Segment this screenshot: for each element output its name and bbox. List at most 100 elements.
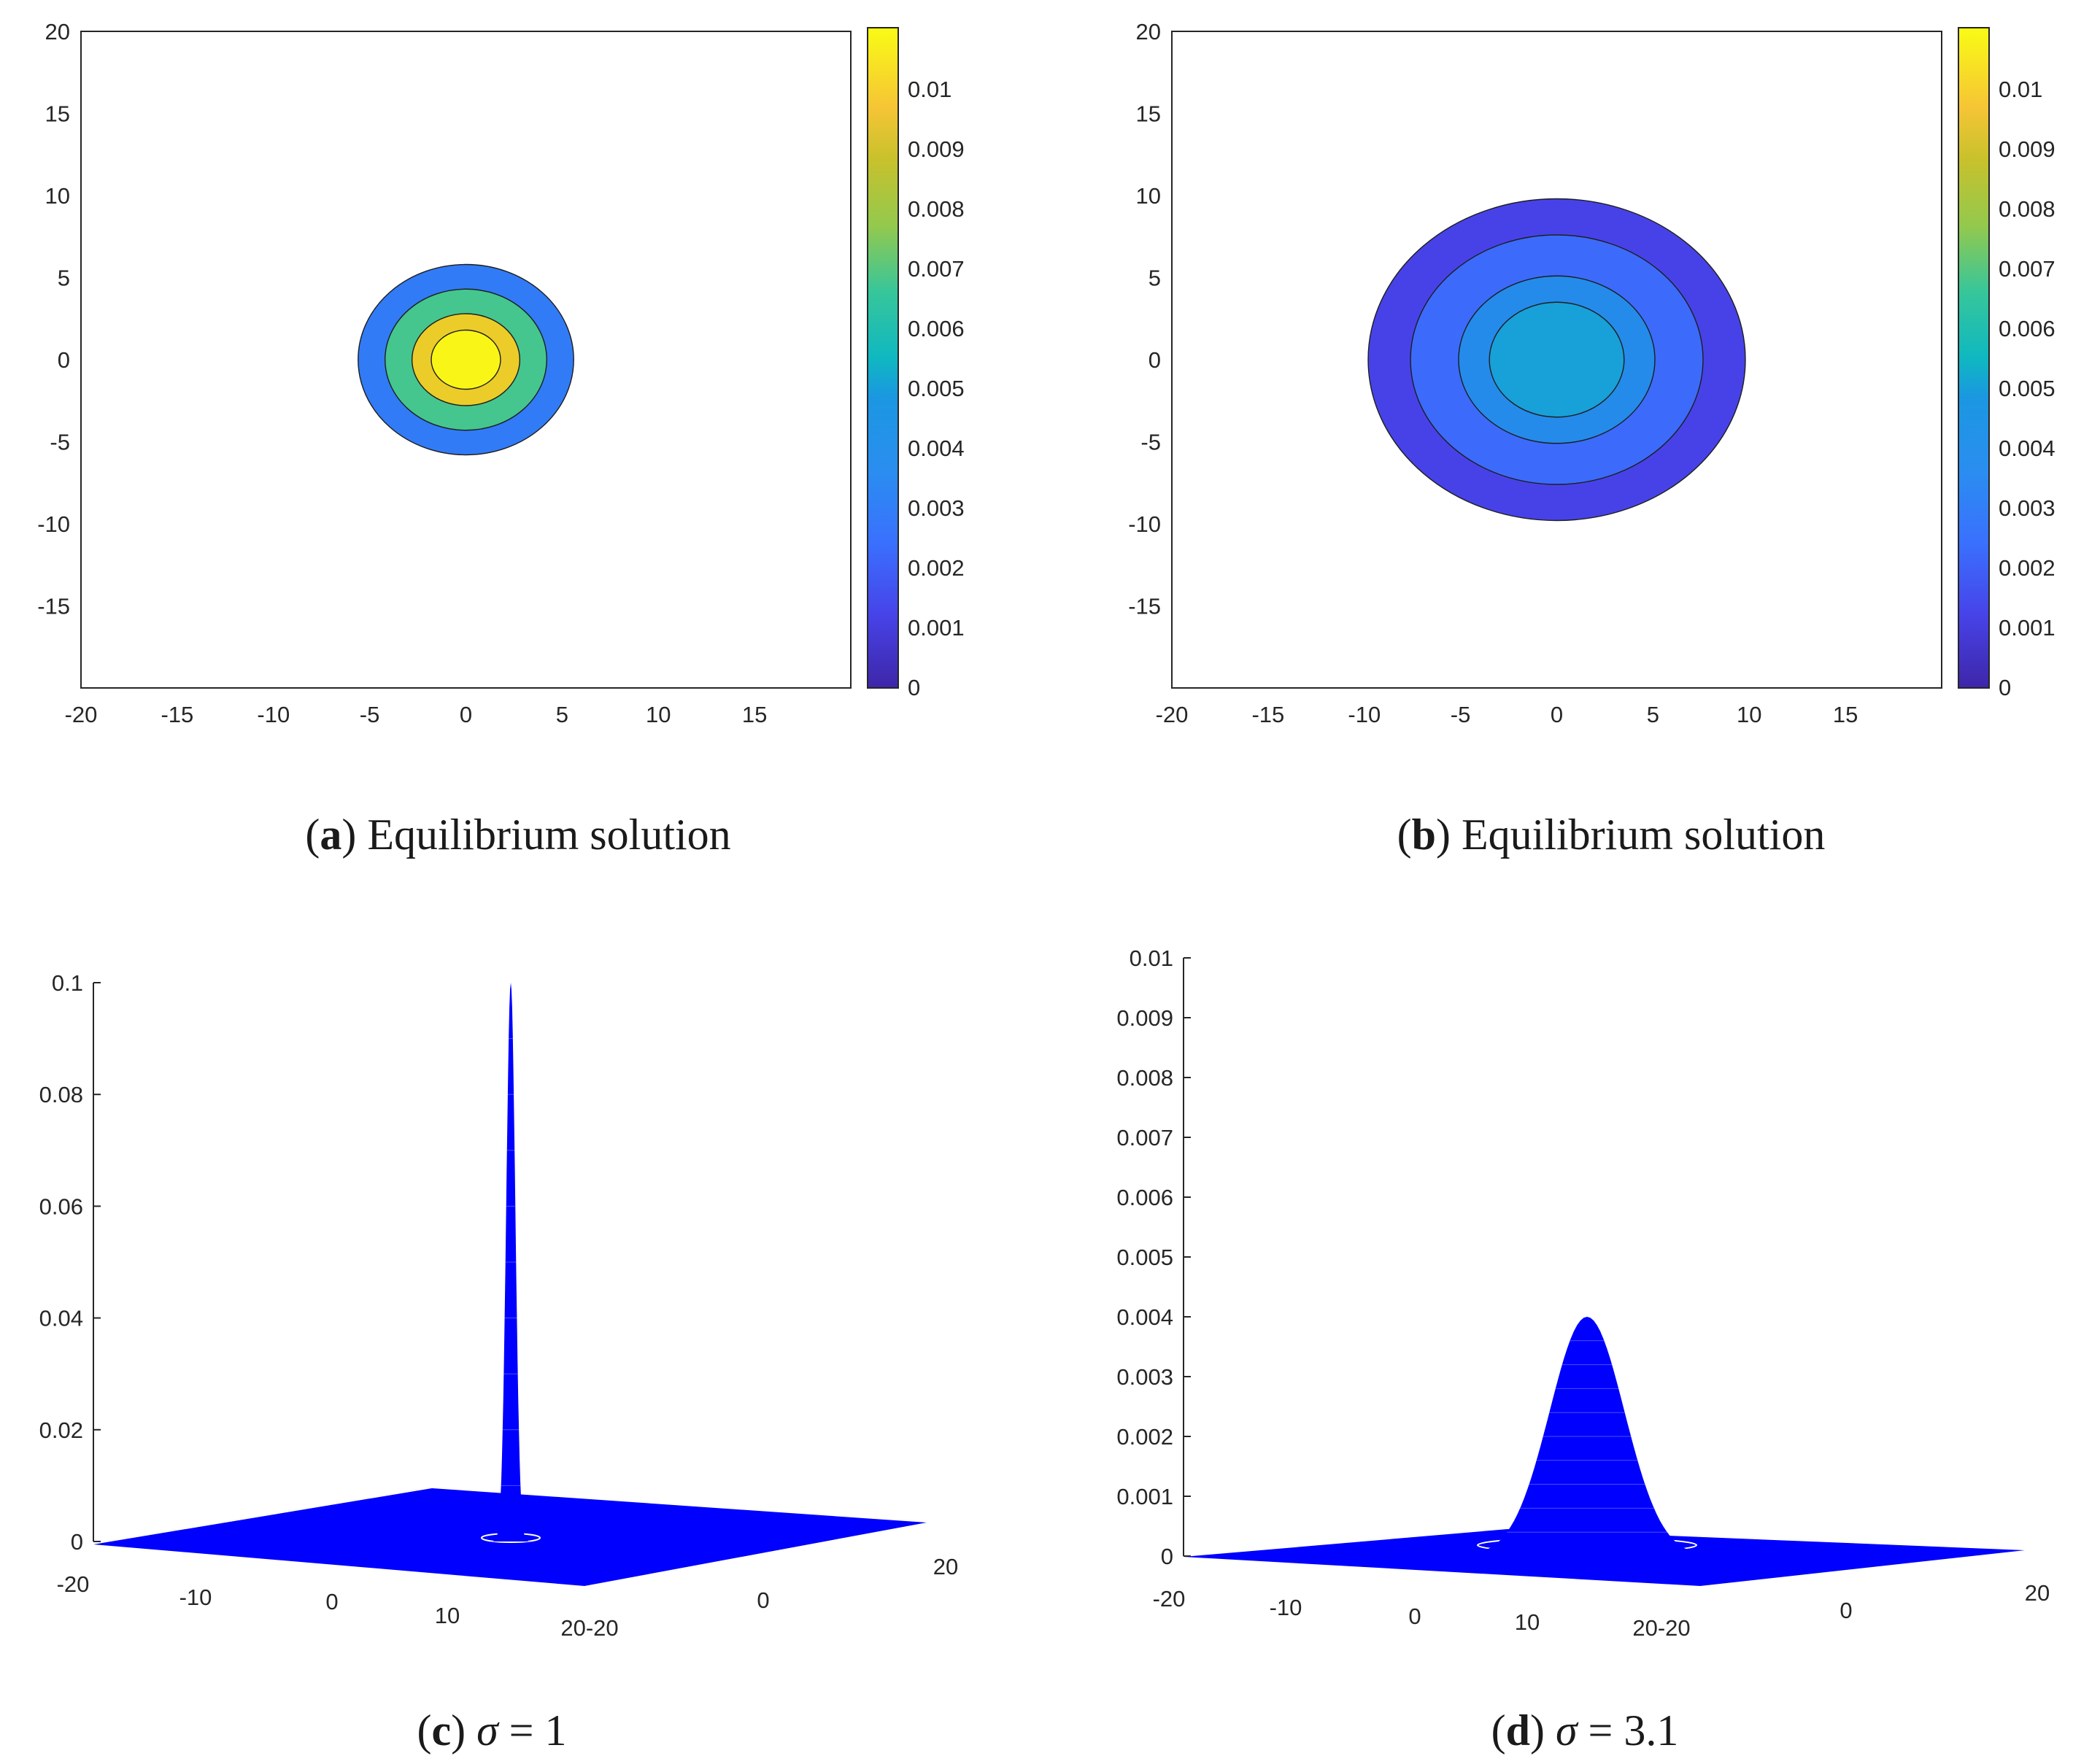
z-tick-label: 0 xyxy=(71,1529,83,1555)
panel-c-caption-symbol: σ xyxy=(476,1706,500,1755)
z-tick-label: 0.008 xyxy=(1116,1065,1173,1091)
panel-d-y-tick: 0 xyxy=(1840,1598,1852,1623)
z-tick-label: 0.06 xyxy=(39,1194,83,1219)
contour-level-4 xyxy=(1489,301,1625,418)
panel-c-mesh xyxy=(93,983,927,1586)
panel-b-x-tick: -10 xyxy=(1348,702,1381,727)
panel-a-caption-text: Equilibrium solution xyxy=(367,811,730,859)
panel-a-contour: -20 -15 -10 -5 0 5 10 15 20 15 10 5 0 -5… xyxy=(37,19,964,859)
panel-b-colorbar-tick: 0.004 xyxy=(1999,436,2055,461)
panel-a-colorbar-ticks: 0.01 0.009 0.008 0.007 0.006 0.005 0.004… xyxy=(908,77,965,700)
z-tick-label: 0.009 xyxy=(1116,1005,1173,1031)
panel-c-y-ticks: 0 20 xyxy=(757,1554,958,1613)
panel-d-mesh xyxy=(1184,1317,2025,1586)
panel-a-x-tick: -15 xyxy=(161,702,193,727)
panel-b-colorbar-tick: 0 xyxy=(1999,675,2011,700)
panel-a-x-tick: 5 xyxy=(556,702,568,727)
z-tick-label: 0.005 xyxy=(1116,1245,1173,1270)
panel-b-y-tick: 10 xyxy=(1136,183,1161,209)
panel-d-surface: 0.01 0.009 0.008 0.007 0.006 0.005 0.004 0.003 0… xyxy=(1116,945,2050,1755)
z-tick-label: 0.01 xyxy=(1130,945,1173,971)
panel-b-colorbar-tick: 0.008 xyxy=(1999,196,2055,222)
panel-c-x-tick: 0 xyxy=(325,1589,338,1614)
panel-a-caption: (a) Equilibrium solution xyxy=(305,811,730,859)
panel-a-colorbar-tick: 0.004 xyxy=(908,436,965,461)
panel-c-x-tick: 10 xyxy=(435,1603,460,1628)
panel-b-colorbar-tick: 0.003 xyxy=(1999,495,2055,521)
panel-b-colorbar-tick: 0.01 xyxy=(1999,77,2042,102)
panel-b-y-ticks: 20 15 10 5 0 -5 -10 -15 xyxy=(1128,19,1161,619)
z-tick-label: 0.003 xyxy=(1116,1364,1173,1390)
panel-d-caption-value: = 3.1 xyxy=(1578,1706,1679,1755)
panel-a-x-tick: -20 xyxy=(65,702,98,727)
panel-a-x-tick: 15 xyxy=(742,702,767,727)
panel-a-colorbar-tick: 0.003 xyxy=(908,495,965,521)
panel-d-x-tick: -20 xyxy=(1153,1586,1186,1612)
panel-b-x-tick: -5 xyxy=(1451,702,1471,727)
panel-d-x-tick: 20-20 xyxy=(1632,1615,1690,1641)
panel-b-colorbar-tick: 0.002 xyxy=(1999,555,2055,581)
panel-d-y-tick: 20 xyxy=(2025,1580,2050,1606)
panel-c-caption: (c) σ = 1 xyxy=(417,1706,566,1755)
panel-a-colorbar-tick: 0.006 xyxy=(908,316,965,341)
panel-a-y-tick: -15 xyxy=(37,594,70,619)
panel-d-y-ticks: 0 20 xyxy=(1840,1580,2050,1623)
panel-b-colorbar-tick: 0.007 xyxy=(1999,256,2055,282)
panel-d-caption: (d) σ = 3.1 xyxy=(1491,1706,1679,1755)
panel-d-x-tick: 0 xyxy=(1408,1604,1421,1629)
panel-b-colorbar-gradient xyxy=(1958,27,1990,689)
panel-c-y-tick: 0 xyxy=(757,1587,769,1613)
panel-a-colorbar-tick: 0.005 xyxy=(908,376,965,401)
panel-a-x-tick: 0 xyxy=(460,702,472,727)
panel-c-caption-value: = 1 xyxy=(498,1706,567,1755)
panel-b-colorbar-tick: 0.001 xyxy=(1999,615,2055,641)
panel-b-contour: -20 -15 -10 -5 0 5 10 15 20 15 10 5 0 -5… xyxy=(1128,19,2055,859)
z-tick-label: 0 xyxy=(1161,1544,1173,1569)
panel-a-y-tick: -10 xyxy=(37,511,70,537)
panel-b-colorbar-tick: 0.005 xyxy=(1999,376,2055,401)
panel-a-y-tick: 0 xyxy=(58,347,70,373)
panel-b-caption-text: Equilibrium solution xyxy=(1462,811,1825,859)
panel-c-x-tick: -10 xyxy=(179,1585,212,1610)
panel-a-contour-levels xyxy=(358,263,574,456)
z-tick-label: 0.08 xyxy=(39,1082,83,1107)
panel-a-colorbar-tick: 0 xyxy=(908,675,920,700)
panel-c-z-ticks: 0.1 0.08 0.06 0.04 0.02 0 xyxy=(39,970,101,1555)
panel-b-x-tick: -20 xyxy=(1156,702,1189,727)
panel-b-y-tick: 0 xyxy=(1149,347,1161,373)
panel-c-x-tick: 20-20 xyxy=(560,1615,618,1641)
panel-c-y-tick: 20 xyxy=(933,1554,958,1579)
z-tick-label: 0.006 xyxy=(1116,1185,1173,1210)
panel-c-x-ticks: -20 -10 0 10 20-20 xyxy=(57,1571,619,1641)
panel-c-caption-label: c xyxy=(431,1706,451,1755)
panel-b-y-tick: -10 xyxy=(1128,511,1161,537)
panel-b-x-ticks: -20 -15 -10 -5 0 5 10 15 xyxy=(1156,702,1858,727)
panel-d-x-tick: 10 xyxy=(1515,1609,1540,1635)
panel-b-x-tick: 15 xyxy=(1833,702,1858,727)
z-tick-label: 0.001 xyxy=(1116,1484,1173,1509)
panel-a-x-tick: -5 xyxy=(360,702,380,727)
panel-b-x-tick: 0 xyxy=(1551,702,1563,727)
panel-d-x-ticks: -20 -10 0 10 20-20 xyxy=(1153,1586,1691,1641)
panel-a-colorbar-tick: 0.002 xyxy=(908,555,965,581)
panel-a-y-tick: 10 xyxy=(45,183,70,209)
panel-b-caption-label: b xyxy=(1412,811,1436,859)
contour-level-4 xyxy=(431,329,501,390)
panel-b-y-tick: 20 xyxy=(1136,19,1161,45)
panel-a-x-ticks: -20 -15 -10 -5 0 5 10 15 xyxy=(65,702,768,727)
panel-a-colorbar-tick: 0.01 xyxy=(908,77,951,102)
panel-a-caption-label: a xyxy=(320,811,341,859)
panel-a-x-tick: 10 xyxy=(646,702,671,727)
z-tick-label: 0.007 xyxy=(1116,1125,1173,1150)
panel-a-colorbar-gradient xyxy=(867,27,899,689)
panel-a-x-tick: -10 xyxy=(257,702,290,727)
panel-b-y-tick: 5 xyxy=(1149,266,1161,291)
panel-d-caption-symbol: σ xyxy=(1556,1706,1579,1755)
z-tick-label: 0.02 xyxy=(39,1417,83,1443)
panel-d-caption-label: d xyxy=(1506,1706,1530,1755)
panel-b-caption: (b) Equilibrium solution xyxy=(1397,811,1826,859)
panel-a-colorbar-tick: 0.001 xyxy=(908,615,965,641)
panel-b-x-tick: 10 xyxy=(1737,702,1761,727)
surface-base-plane xyxy=(1184,1529,2025,1586)
panel-a-y-ticks: 20 15 10 5 0 -5 -10 -15 xyxy=(37,19,70,619)
